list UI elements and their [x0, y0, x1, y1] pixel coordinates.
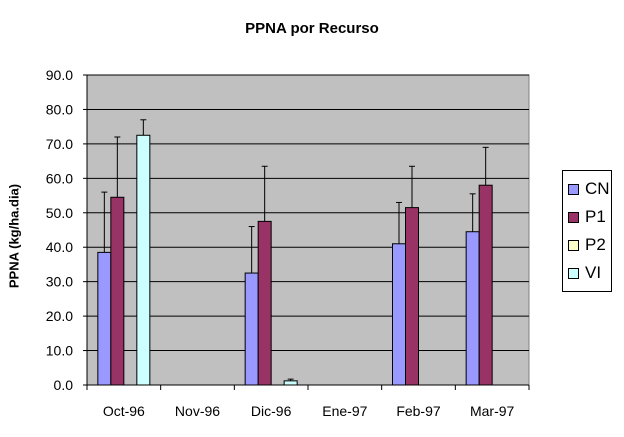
- legend-swatch-p1: [568, 211, 579, 223]
- bar-p1: [405, 207, 419, 386]
- legend-swatch-p2: [568, 239, 579, 251]
- bar-p1: [257, 220, 272, 386]
- legend-label-vi: VI: [585, 263, 602, 282]
- bar-cn: [97, 251, 112, 386]
- legend-item-p1: P1: [568, 203, 611, 231]
- legend-swatch-cn: [568, 183, 579, 195]
- x-tick-label: Dic-96: [251, 403, 292, 419]
- chart-title: PPNA por Recurso: [245, 20, 379, 37]
- x-tick-label: Feb-97: [396, 403, 441, 419]
- legend: CN P1 P2 VI: [562, 170, 612, 292]
- y-tick-label: 50.0: [46, 205, 73, 221]
- bar-cn: [465, 231, 480, 386]
- bar-vi: [283, 380, 298, 386]
- y-tick-label: 20.0: [46, 308, 73, 324]
- y-tick-label: 0.0: [54, 377, 74, 393]
- y-tick-label: 30.0: [46, 274, 73, 290]
- plot-area: [86, 74, 530, 386]
- x-tick-label: Mar-97: [470, 403, 515, 419]
- legend-label-cn: CN: [585, 179, 610, 198]
- y-tick-label: 90.0: [46, 67, 73, 83]
- x-tick-label: Ene-97: [322, 403, 367, 419]
- bar-vi: [136, 134, 151, 386]
- legend-item-p2: P2: [568, 231, 611, 259]
- bar-p1: [478, 184, 493, 386]
- bar-cn: [392, 243, 406, 386]
- x-tick-label: Nov-96: [175, 403, 220, 419]
- bar-p1: [110, 196, 125, 386]
- legend-label-p1: P1: [585, 207, 606, 226]
- y-tick-label: 70.0: [46, 136, 73, 152]
- y-tick-label: 60.0: [46, 170, 73, 186]
- bar-cn: [244, 272, 259, 386]
- x-tick-label: Oct-96: [103, 403, 145, 419]
- y-tick-label: 80.0: [46, 101, 73, 117]
- legend-swatch-vi: [568, 267, 579, 279]
- legend-item-vi: VI: [568, 259, 611, 287]
- legend-label-p2: P2: [585, 235, 606, 254]
- y-tick-label: 40.0: [46, 239, 73, 255]
- legend-item-cn: CN: [568, 175, 611, 203]
- y-tick-label: 10.0: [46, 343, 73, 359]
